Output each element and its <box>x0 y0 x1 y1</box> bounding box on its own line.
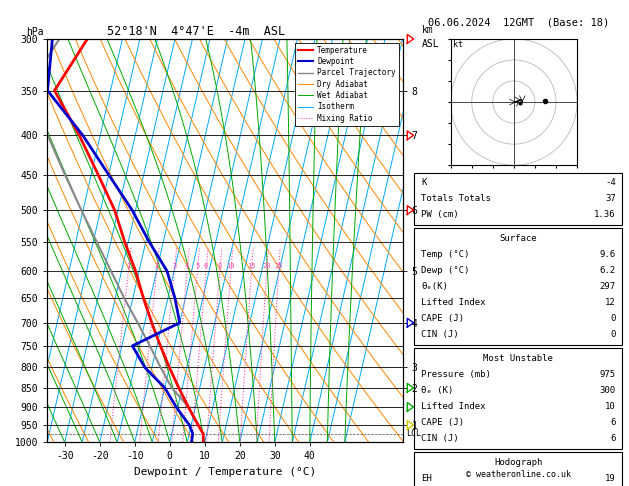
Text: 1.36: 1.36 <box>594 210 616 219</box>
Text: ASL: ASL <box>422 39 440 49</box>
Title: 52°18'N  4°47'E  -4m  ASL: 52°18'N 4°47'E -4m ASL <box>108 25 286 38</box>
Text: 975: 975 <box>599 370 616 379</box>
Text: 5: 5 <box>196 263 199 269</box>
Text: Temp (°C): Temp (°C) <box>421 250 469 259</box>
Text: θₑ (K): θₑ (K) <box>421 386 453 395</box>
Text: 25: 25 <box>274 263 283 269</box>
Text: 297: 297 <box>599 282 616 291</box>
Legend: Temperature, Dewpoint, Parcel Trajectory, Dry Adiabat, Wet Adiabat, Isotherm, Mi: Temperature, Dewpoint, Parcel Trajectory… <box>295 43 399 125</box>
Text: Dewp (°C): Dewp (°C) <box>421 266 469 275</box>
Text: 2: 2 <box>155 263 159 269</box>
Text: 9.6: 9.6 <box>599 250 616 259</box>
Text: 12: 12 <box>605 298 616 307</box>
Text: Totals Totals: Totals Totals <box>421 194 491 203</box>
Text: K: K <box>421 178 426 187</box>
Text: Pressure (mb): Pressure (mb) <box>421 370 491 379</box>
X-axis label: Dewpoint / Temperature (°C): Dewpoint / Temperature (°C) <box>134 467 316 477</box>
Text: Most Unstable: Most Unstable <box>483 354 554 363</box>
Text: LCL: LCL <box>406 429 421 438</box>
Bar <box>415 173 622 225</box>
Text: 10: 10 <box>605 402 616 411</box>
Text: 0: 0 <box>610 314 616 323</box>
Text: 20: 20 <box>262 263 271 269</box>
Text: © weatheronline.co.uk: © weatheronline.co.uk <box>466 469 571 479</box>
Bar <box>415 228 622 345</box>
Text: PW (cm): PW (cm) <box>421 210 459 219</box>
Text: 37: 37 <box>605 194 616 203</box>
Text: 19: 19 <box>605 474 616 483</box>
Text: CIN (J): CIN (J) <box>421 330 459 339</box>
Text: 6.2: 6.2 <box>599 266 616 275</box>
Text: CIN (J): CIN (J) <box>421 434 459 443</box>
Bar <box>415 348 622 449</box>
Text: Surface: Surface <box>499 234 537 243</box>
Text: θₑ(K): θₑ(K) <box>421 282 448 291</box>
Text: 0: 0 <box>610 330 616 339</box>
Bar <box>415 452 622 486</box>
Text: -4: -4 <box>605 178 616 187</box>
Text: 10: 10 <box>226 263 235 269</box>
Text: Lifted Index: Lifted Index <box>421 402 486 411</box>
Text: 1: 1 <box>126 263 130 269</box>
Text: kt: kt <box>453 40 463 49</box>
Text: 6: 6 <box>610 434 616 443</box>
Text: 300: 300 <box>599 386 616 395</box>
Text: 6: 6 <box>610 418 616 427</box>
Text: 4: 4 <box>185 263 189 269</box>
Text: EH: EH <box>421 474 431 483</box>
Text: km: km <box>422 25 434 35</box>
Text: 15: 15 <box>247 263 256 269</box>
Text: 6: 6 <box>204 263 208 269</box>
Text: 06.06.2024  12GMT  (Base: 18): 06.06.2024 12GMT (Base: 18) <box>428 17 609 27</box>
Text: hPa: hPa <box>26 27 43 37</box>
Text: 3: 3 <box>172 263 176 269</box>
Text: 8: 8 <box>218 263 222 269</box>
Text: Hodograph: Hodograph <box>494 458 542 467</box>
Text: CAPE (J): CAPE (J) <box>421 418 464 427</box>
Text: CAPE (J): CAPE (J) <box>421 314 464 323</box>
Text: Lifted Index: Lifted Index <box>421 298 486 307</box>
